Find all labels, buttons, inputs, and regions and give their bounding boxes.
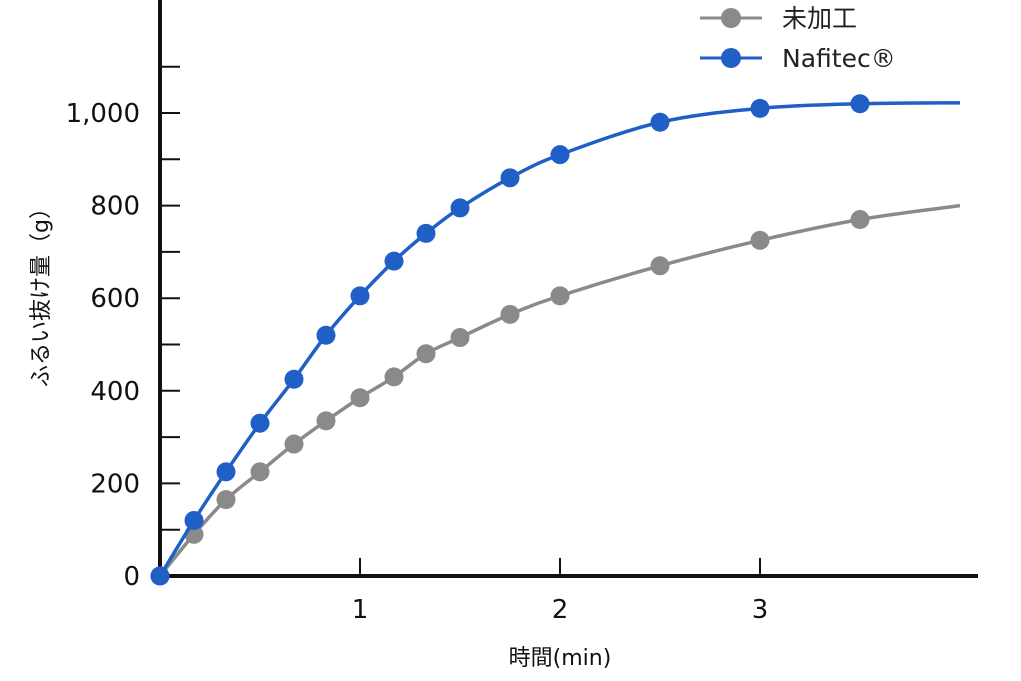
data-point bbox=[316, 411, 336, 431]
data-point bbox=[550, 145, 570, 165]
data-point bbox=[650, 256, 670, 276]
data-point bbox=[650, 112, 670, 132]
chart-series bbox=[150, 94, 961, 586]
series-2 bbox=[150, 94, 961, 586]
x-tick-label: 3 bbox=[752, 595, 769, 625]
data-point bbox=[350, 388, 370, 408]
series-line bbox=[158, 101, 961, 577]
y-tick-label: 1,000 bbox=[66, 99, 140, 129]
series-1 bbox=[150, 203, 961, 586]
data-point bbox=[216, 490, 236, 510]
data-point bbox=[216, 462, 236, 482]
chart-axes: 0 200 400 600 800 1,000 1 2 3 bbox=[66, 0, 978, 625]
y-tick-label: 200 bbox=[90, 469, 140, 499]
data-point bbox=[500, 304, 520, 324]
data-point bbox=[350, 286, 370, 306]
y-tick-label: 0 bbox=[123, 562, 140, 592]
data-point bbox=[384, 367, 404, 387]
data-point bbox=[750, 98, 770, 118]
x-tick-label: 1 bbox=[352, 595, 369, 625]
y-axis-title: ふるい抜け量（g） bbox=[29, 197, 54, 387]
x-axis-title: 時間(min) bbox=[509, 646, 612, 671]
x-tick-label: 2 bbox=[552, 595, 569, 625]
data-point bbox=[384, 251, 404, 271]
y-tick-label: 400 bbox=[90, 377, 140, 407]
data-point bbox=[284, 434, 304, 454]
legend-label: Nafitec® bbox=[782, 44, 896, 73]
data-point bbox=[450, 198, 470, 218]
legend-label: 未加工 bbox=[782, 4, 857, 33]
data-point bbox=[850, 209, 870, 229]
chart-legend: 未加工 Nafitec® bbox=[700, 4, 896, 73]
data-point bbox=[250, 413, 270, 433]
data-point bbox=[416, 344, 436, 364]
data-point bbox=[184, 510, 204, 530]
data-point bbox=[416, 223, 436, 243]
y-tick-label: 600 bbox=[90, 284, 140, 314]
y-tick-label: 800 bbox=[90, 192, 140, 222]
data-point bbox=[450, 328, 470, 348]
legend-marker bbox=[721, 48, 741, 68]
data-point bbox=[550, 286, 570, 306]
data-point bbox=[284, 369, 304, 389]
data-point bbox=[250, 462, 270, 482]
data-point bbox=[850, 94, 870, 114]
data-point bbox=[750, 230, 770, 250]
legend-marker bbox=[721, 8, 741, 28]
series-line bbox=[158, 203, 961, 578]
data-point bbox=[500, 168, 520, 188]
data-point bbox=[150, 566, 170, 586]
data-point bbox=[316, 325, 336, 345]
